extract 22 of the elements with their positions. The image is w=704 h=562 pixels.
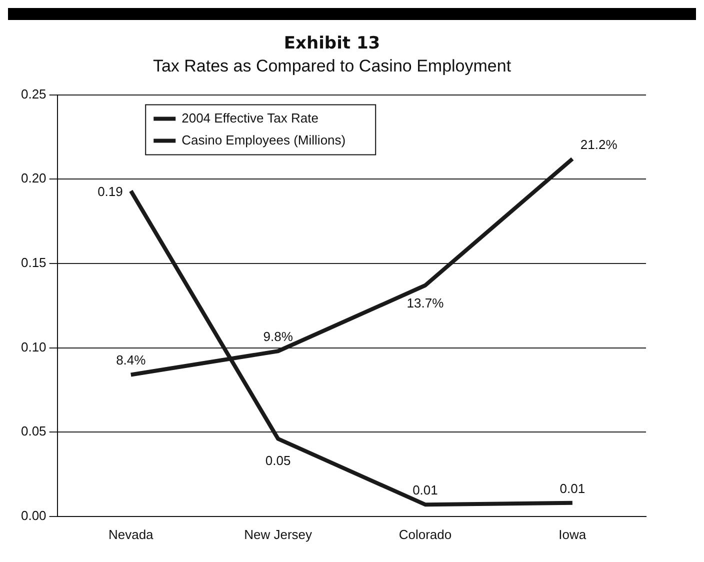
text: 0.25 xyxy=(20,86,46,102)
data-label: 0.05 xyxy=(265,452,291,468)
text: 0.05 xyxy=(20,424,46,439)
x-tick-label: Iowa xyxy=(558,526,587,542)
x-tick-label: Nevada xyxy=(108,526,154,542)
chart-subtitle: Tax Rates as Compared to Casino Employment xyxy=(152,56,512,76)
text: 0.00 xyxy=(20,508,46,523)
chart-title: Exhibit 13 xyxy=(284,34,380,54)
data-label: 0.01 xyxy=(412,482,438,498)
text: 0.10 xyxy=(20,339,46,354)
data-label: 0.01 xyxy=(560,480,586,496)
text: 0.20 xyxy=(20,170,46,186)
text: 0.15 xyxy=(20,255,46,270)
data-label: 13.7% xyxy=(406,295,444,310)
data-label: 0.19 xyxy=(98,184,123,199)
data-label: 21.2% xyxy=(580,136,618,152)
legend-label: 2004 Effective Tax Rate xyxy=(182,110,318,126)
x-tick-label: Colorado xyxy=(398,526,452,542)
data-label: 8.4% xyxy=(116,352,146,368)
x-tick-label: New Jersey xyxy=(244,526,313,542)
data-label: 9.8% xyxy=(263,329,294,344)
legend-label: Casino Employees (Millions) xyxy=(182,132,346,148)
